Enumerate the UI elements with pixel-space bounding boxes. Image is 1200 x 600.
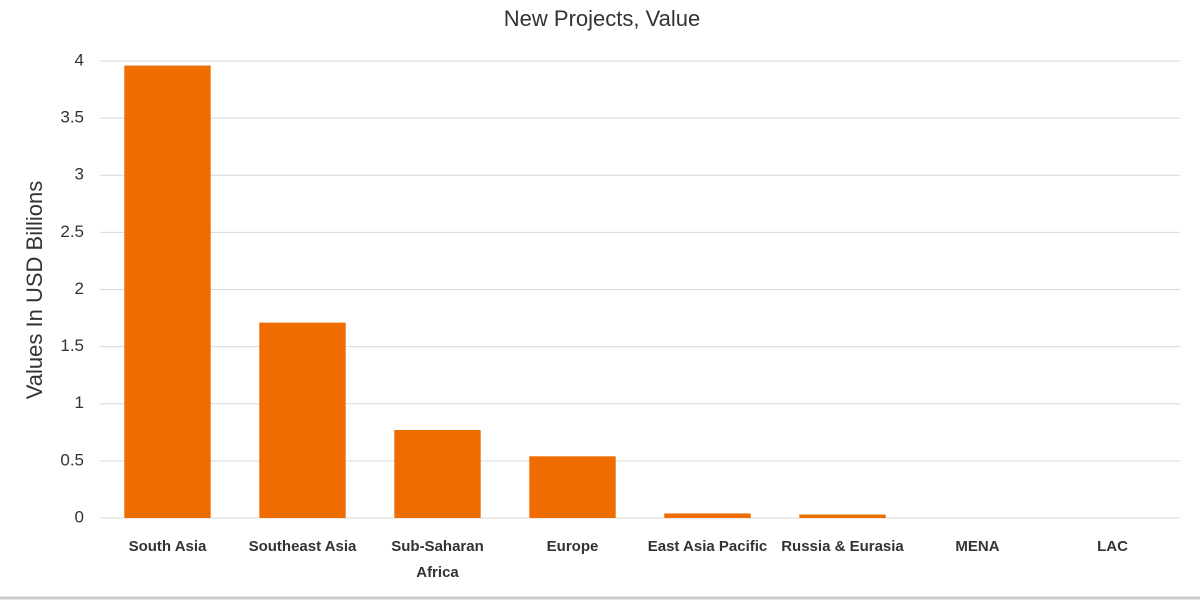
x-tick-label: Russia & Eurasia [781, 538, 904, 555]
bar [799, 514, 886, 518]
y-tick-label: 0 [75, 507, 84, 526]
y-tick-label: 4 [75, 50, 84, 69]
bar [124, 65, 211, 518]
y-tick-label: 0.5 [60, 450, 84, 469]
y-tick-label: 2.5 [60, 222, 84, 241]
y-tick-label: 1.5 [60, 336, 84, 355]
x-tick-label: LAC [1097, 538, 1128, 555]
y-tick-label: 2 [75, 279, 84, 298]
y-tick-label: 1 [75, 393, 84, 412]
x-tick-label: Sub-Saharan Africa [391, 538, 484, 581]
x-tick-label: MENA [955, 538, 1000, 555]
x-tick-label: East Asia Pacific [647, 538, 768, 555]
x-tick-label: Southeast Asia [248, 538, 357, 555]
bar [529, 456, 616, 518]
bar [259, 322, 346, 518]
bar [664, 513, 751, 518]
x-tick-label: South Asia [128, 538, 207, 555]
bar [394, 430, 481, 518]
y-tick-label: 3.5 [60, 108, 84, 127]
x-tick-label: Europe [546, 538, 599, 555]
y-axis-label: Values In USD Billions [22, 181, 47, 399]
y-tick-label: 3 [75, 165, 84, 184]
chart-title: New Projects, Value [504, 6, 700, 31]
